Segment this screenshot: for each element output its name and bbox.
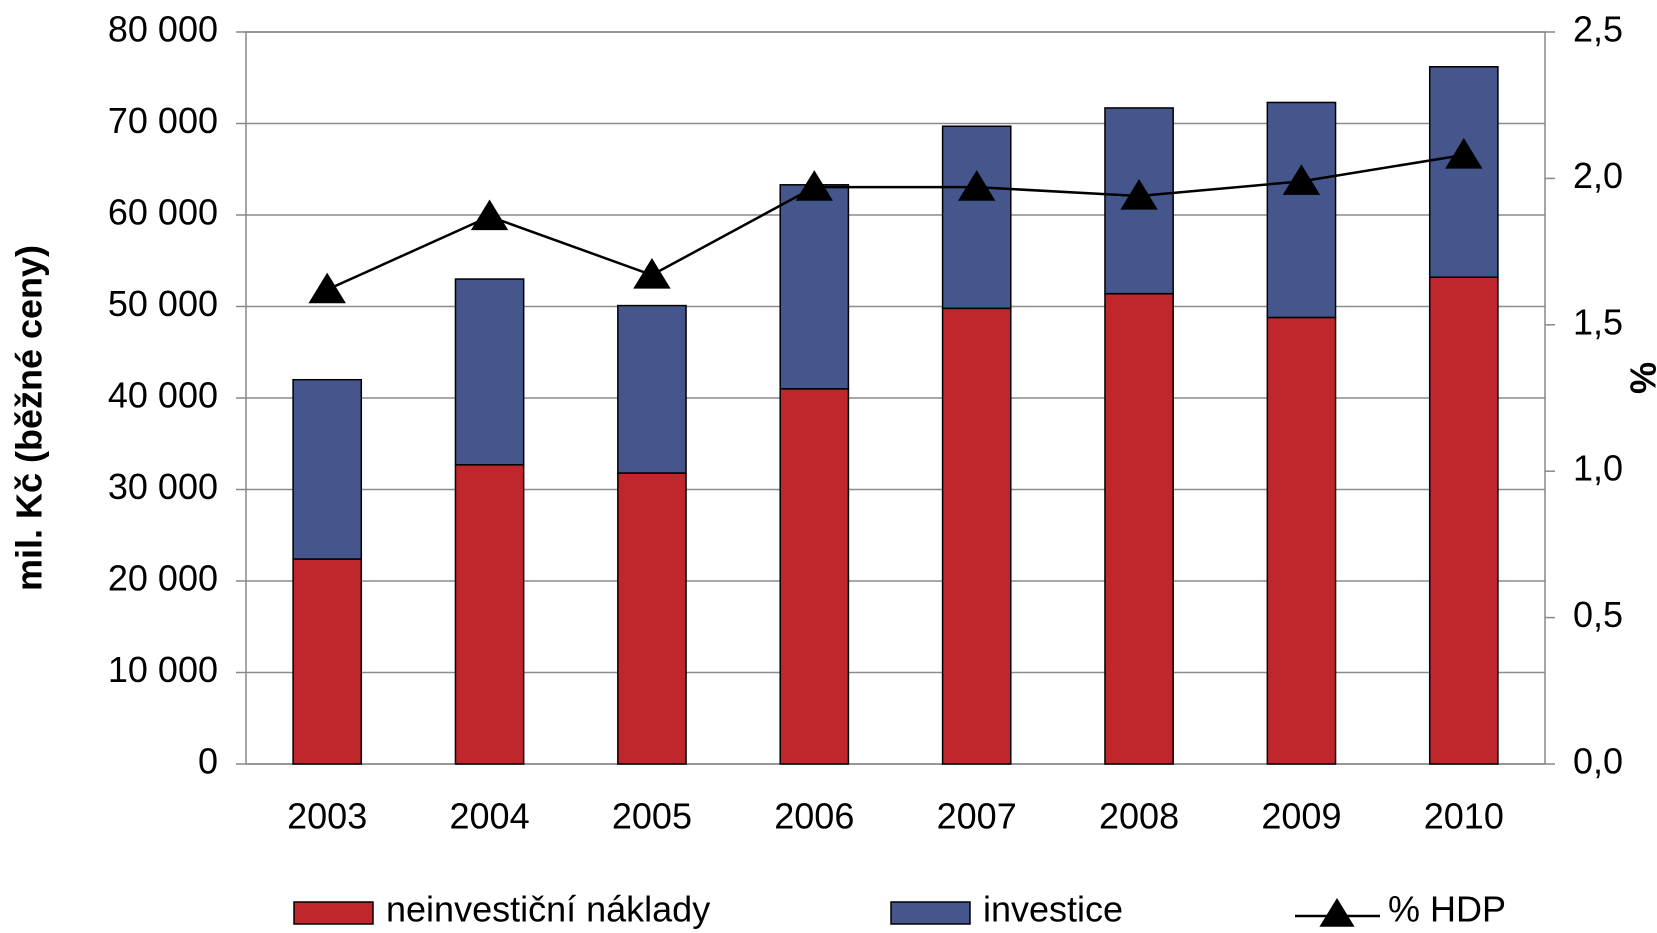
x-tick-label: 2003 [287,796,367,837]
x-tick-label: 2005 [612,796,692,837]
marker [1120,178,1158,210]
y-tick-label: 70 000 [108,100,218,141]
x-tick-label: 2007 [937,796,1017,837]
y2-axis-label: % [1622,362,1657,394]
marker [308,272,346,304]
bar [1104,292,1174,765]
legend-swatch [890,901,971,925]
legend-swatch [293,901,374,925]
legend-label: neinvestiční náklady [386,889,710,930]
y-tick-label: 20 000 [108,558,218,599]
marker [633,258,671,289]
bar [1428,66,1499,278]
bar [617,472,687,765]
y-tick-label: 30 000 [108,466,218,507]
x-tick-label: 2006 [774,796,854,837]
bar [941,125,1012,310]
y2-tick-label: 0,5 [1573,594,1623,635]
y2-tick-label: 2,5 [1573,9,1623,50]
y-tick-label: 60 000 [108,192,218,233]
legend-label: investice [983,889,1123,930]
y2-tick-label: 1,0 [1573,448,1623,489]
y-tick-label: 40 000 [108,375,218,416]
y-axis-label: mil. Kč (běžné ceny) [9,245,50,591]
legend-label: % HDP [1388,889,1506,930]
bar [779,388,850,765]
y-tick-label: 80 000 [108,9,218,50]
marker [957,170,996,201]
line [326,153,1465,291]
legend-marker [1319,898,1355,927]
bar [454,278,525,466]
bar [454,464,525,765]
marker [470,199,509,231]
bar [292,558,363,765]
bar [1266,101,1337,319]
bar [617,304,687,474]
x-tick-label: 2004 [450,796,530,837]
y2-tick-label: 1,5 [1573,301,1623,342]
y-tick-label: 10 000 [108,649,218,690]
bar [1266,316,1337,765]
y-tick-label: 50 000 [108,283,218,324]
bar [1428,276,1499,765]
plot-frame [245,31,1546,765]
y2-tick-label: 2,0 [1573,155,1623,196]
y2-tick-label: 0,0 [1573,741,1623,782]
x-tick-label: 2009 [1261,796,1341,837]
bar [941,307,1012,765]
x-tick-label: 2010 [1424,796,1504,837]
marker [1445,137,1483,169]
x-tick-label: 2008 [1099,796,1179,837]
bar [779,184,850,390]
bar [292,378,363,560]
marker [1282,164,1321,195]
marker [795,170,834,201]
y-tick-label: 0 [198,741,218,782]
